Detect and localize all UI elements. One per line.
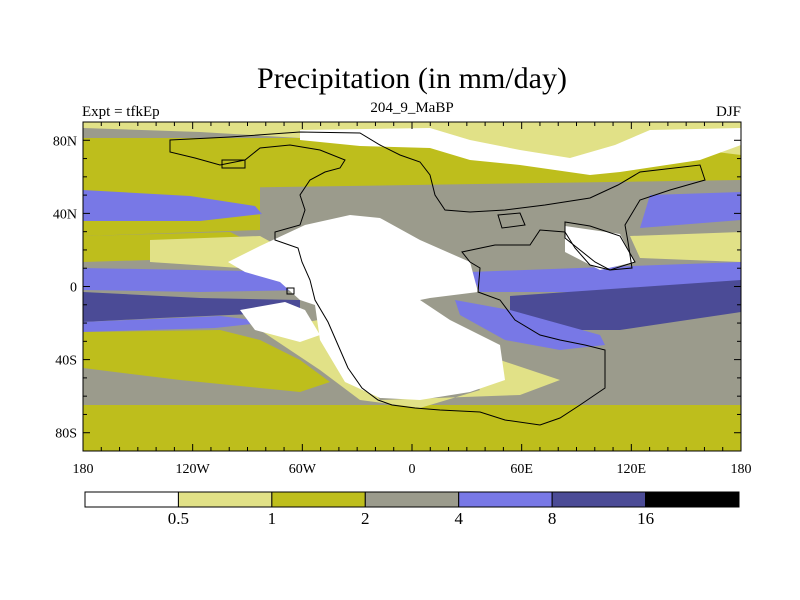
pangaea-coastline xyxy=(169,131,706,426)
north-atlantic-wet-band xyxy=(640,192,741,228)
figure-title: Precipitation (in mm/day) xyxy=(257,62,567,95)
eastern-dry-patch xyxy=(565,226,635,270)
latitude-label-1: 40N xyxy=(53,207,77,222)
latitude-label-3: 40S xyxy=(55,354,77,369)
eastern-inland-sea-outline xyxy=(564,221,636,271)
colorbar-label-0: 0.5 xyxy=(168,509,189,528)
colorbar-swatch-0 xyxy=(84,491,179,508)
period-label: 204_9_MaBP xyxy=(370,100,453,116)
itcz-core-west xyxy=(83,292,300,322)
colorbar-labels: 0.5 1 2 4 8 16 xyxy=(168,509,654,528)
colorbar-swatch-3 xyxy=(364,491,460,508)
colorbar-swatch-5 xyxy=(551,491,647,508)
colorbar-swatch-4 xyxy=(458,491,553,508)
longitude-label-5: 120E xyxy=(617,462,647,477)
southern-subtropic-band xyxy=(83,330,330,392)
latitude-label-0: 80N xyxy=(53,134,77,149)
longitude-labels: 180 120W 60W 0 60E 120E 180 xyxy=(73,462,752,477)
itcz-core-east xyxy=(510,280,741,330)
colorbar-swatch-1 xyxy=(177,491,273,508)
colorbar-label-5: 16 xyxy=(637,509,654,528)
season-label: DJF xyxy=(716,104,741,120)
north-pacific-wet-band xyxy=(83,190,262,221)
colorbar-label-4: 8 xyxy=(548,509,557,528)
axis-ticks xyxy=(82,122,742,451)
longitude-label-0: 180 xyxy=(73,462,94,477)
longitude-label-1: 120W xyxy=(176,462,211,477)
tethys-island-outline xyxy=(497,212,526,229)
southern-high-latitude-band xyxy=(83,405,741,451)
southern-east-wet-band xyxy=(455,300,605,350)
small-island-outline xyxy=(286,287,295,295)
experiment-label: Expt = tfkEp xyxy=(82,104,160,120)
longitude-label-2: 60W xyxy=(289,462,317,477)
itcz-south-band xyxy=(83,316,270,332)
colorbar-label-1: 1 xyxy=(268,509,277,528)
dry-continental-interior xyxy=(228,215,505,400)
northern-island-outline xyxy=(221,159,246,169)
colorbar-label-2: 2 xyxy=(361,509,370,528)
itcz-east-band xyxy=(470,262,741,292)
colorbar-label-3: 4 xyxy=(454,509,463,528)
colorbar-swatch-6 xyxy=(645,491,740,508)
southern-dry-lobe xyxy=(240,302,320,342)
colorbar xyxy=(84,491,740,508)
latitude-label-2: 0 xyxy=(70,281,77,296)
longitude-label-6: 180 xyxy=(731,462,752,477)
northern-dry-polar xyxy=(300,128,741,175)
colorbar-swatch-2 xyxy=(271,491,366,508)
latitude-labels: 80N 40N 0 40S 80S xyxy=(53,134,77,441)
longitude-label-4: 60E xyxy=(510,462,533,477)
precipitation-map xyxy=(82,121,742,452)
longitude-label-3: 0 xyxy=(409,462,416,477)
latitude-label-4: 80S xyxy=(55,427,77,442)
subtropical-north-light-east xyxy=(630,232,741,262)
